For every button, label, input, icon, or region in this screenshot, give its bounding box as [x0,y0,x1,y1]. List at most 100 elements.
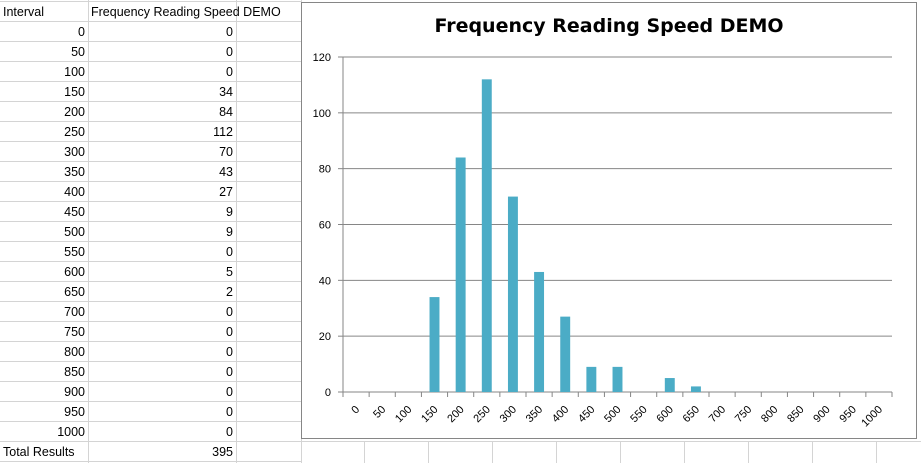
interval-cell[interactable]: 350 [64,165,85,179]
interval-cell[interactable]: 550 [64,245,85,259]
frequency-cell[interactable]: 0 [226,385,233,399]
bar [507,196,518,392]
interval-cell[interactable]: 400 [64,185,85,199]
interval-cell[interactable]: 250 [64,125,85,139]
x-tick-label: 950 [837,404,858,425]
frequency-cell[interactable]: 0 [226,365,233,379]
interval-cell[interactable]: 500 [64,225,85,239]
frequency-cell[interactable]: 0 [226,405,233,419]
row-gridline [0,41,301,42]
row-gridline [0,221,301,222]
chart-area[interactable]: Frequency Reading Speed DEMO 0 20 40 60 80 10… [301,2,917,439]
frequency-cell[interactable]: 0 [226,25,233,39]
frequency-cell[interactable]: 2 [226,285,233,299]
frequency-cell[interactable]: 0 [226,345,233,359]
column-gridline [684,441,685,463]
row-gridline [0,81,301,82]
interval-cell[interactable]: 150 [64,85,85,99]
bar [612,366,623,392]
x-tick-label: 1000 [859,404,885,430]
y-tick-label: 100 [313,108,331,120]
row-gridline [0,321,301,322]
x-tick-label: 200 [445,404,466,425]
frequency-cell[interactable]: 0 [226,45,233,59]
interval-cell[interactable]: 750 [64,325,85,339]
y-tick-label: 120 [313,52,331,64]
row-gridline [0,201,301,202]
interval-cell[interactable]: 1000 [57,425,85,439]
y-tick-label: 40 [319,275,331,287]
y-tick-label: 0 [325,387,331,399]
x-tick-label: 700 [707,404,728,425]
interval-cell[interactable]: 700 [64,305,85,319]
frequency-cell[interactable]: 112 [213,125,233,139]
interval-cell[interactable]: 0 [78,25,85,39]
x-tick-label: 500 [602,404,623,425]
interval-cell[interactable]: 950 [64,405,85,419]
interval-cell[interactable]: 650 [64,285,85,299]
frequency-cell[interactable]: 9 [226,205,233,219]
row-gridline [0,241,301,242]
interval-cell[interactable]: 850 [64,365,85,379]
chart-title: Frequency Reading Speed DEMO [434,15,784,37]
bar [690,386,701,392]
row-gridline [301,441,921,442]
interval-cell[interactable]: 50 [71,45,85,59]
x-tick-label: 100 [393,404,414,425]
bar [664,378,675,392]
x-tick-label: 450 [576,404,597,425]
x-tick-label: 750 [733,404,754,425]
frequency-cell[interactable]: 9 [226,225,233,239]
row-gridline [0,361,301,362]
x-tick-label: 600 [654,404,675,425]
interval-header[interactable]: Interval [3,5,44,19]
column-gridline [876,441,877,463]
interval-cell[interactable]: 600 [64,265,85,279]
frequency-cell[interactable]: 27 [219,185,233,199]
total-value[interactable]: 395 [212,445,233,459]
interval-cell[interactable]: 200 [64,105,85,119]
x-tick-label: 550 [628,404,649,425]
y-tick-label: 80 [319,164,331,176]
row-gridline [0,101,301,102]
row-gridline [0,441,301,442]
row-gridline [0,161,301,162]
frequency-cell[interactable]: 43 [219,165,233,179]
interval-cell[interactable]: 800 [64,345,85,359]
interval-cell[interactable]: 100 [64,65,85,79]
row-gridline [0,421,301,422]
bar [481,79,492,392]
interval-cell[interactable]: 450 [64,205,85,219]
frequency-cell[interactable]: 0 [226,65,233,79]
column-gridline [748,441,749,463]
total-label[interactable]: Total Results [3,445,75,459]
x-tick-label: 250 [471,404,492,425]
frequency-cell[interactable]: 5 [226,265,233,279]
x-tick-label: 850 [785,404,806,425]
column-gridline [364,441,365,463]
x-tick-label: 150 [419,404,440,425]
frequency-cell[interactable]: 0 [226,305,233,319]
bar [534,271,545,392]
row-gridline [0,61,301,62]
column-gridline [620,441,621,463]
bar [560,316,571,392]
x-tick-label: 50 [371,404,388,421]
row-gridline [0,381,301,382]
column-gridline [236,0,237,463]
frequency-cell[interactable]: 34 [219,85,233,99]
bar [586,366,597,392]
row-gridline [0,1,301,2]
frequency-cell[interactable]: 84 [219,105,233,119]
bar [455,157,466,392]
frequency-cell[interactable]: 0 [226,425,233,439]
frequency-cell[interactable]: 0 [226,245,233,259]
interval-cell[interactable]: 300 [64,145,85,159]
row-gridline [0,281,301,282]
interval-cell[interactable]: 900 [64,385,85,399]
frequency-cell[interactable]: 70 [219,145,233,159]
frequency-header[interactable]: Frequency Reading Speed DEMO [91,5,281,19]
frequency-cell[interactable]: 0 [226,325,233,339]
